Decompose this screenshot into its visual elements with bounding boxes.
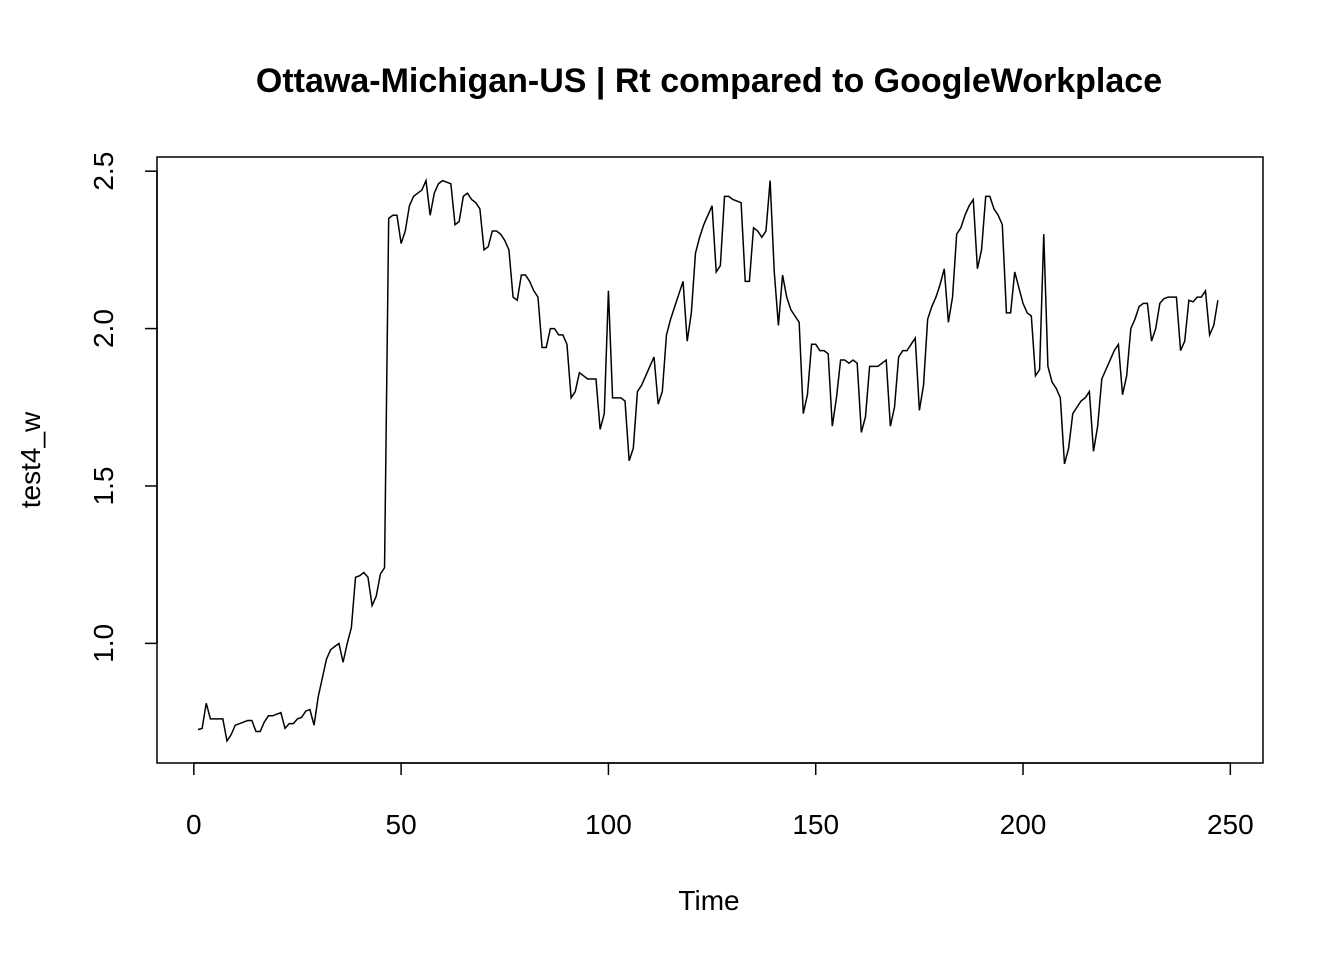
chart-title: Ottawa-Michigan-US | Rt compared to Goog… — [256, 62, 1162, 100]
y-axis-label: test4_w — [15, 411, 46, 508]
y-tick-label: 2.5 — [88, 152, 119, 191]
x-tick-label: 200 — [1000, 809, 1047, 840]
y-tick-label: 1.0 — [88, 624, 119, 663]
y-tick-label: 2.0 — [88, 309, 119, 348]
x-tick-label: 0 — [186, 809, 202, 840]
x-tick-label: 100 — [585, 809, 632, 840]
series-line — [197, 177, 1219, 743]
x-tick-label: 50 — [386, 809, 417, 840]
x-tick-label: 250 — [1207, 809, 1254, 840]
y-tick-label: 1.5 — [88, 467, 119, 506]
x-tick-label: 150 — [792, 809, 839, 840]
x-axis-label: Time — [678, 885, 739, 916]
